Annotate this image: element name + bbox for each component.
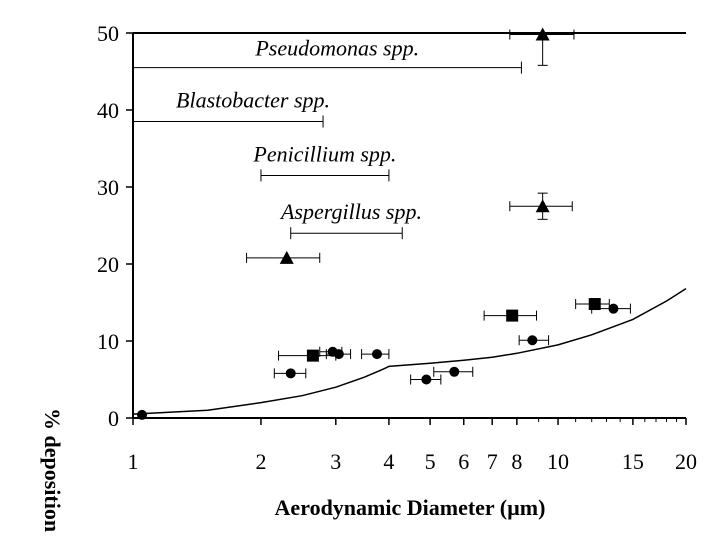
x-axis-title: Aerodynamic Diameter (µm) bbox=[275, 495, 546, 520]
circle-point bbox=[608, 303, 619, 314]
triangle-point bbox=[535, 199, 550, 213]
x-tick-label: 6 bbox=[458, 449, 469, 474]
triangle-point bbox=[279, 250, 294, 264]
size-range-label: Blastobacter spp. bbox=[176, 88, 330, 113]
y-tick-label: 0 bbox=[108, 406, 119, 431]
circle-point bbox=[285, 368, 296, 379]
x-tick-label: 5 bbox=[425, 449, 436, 474]
x-tick-label: 2 bbox=[255, 449, 266, 474]
circle-point bbox=[137, 409, 148, 420]
size-range-label: Aspergillus spp. bbox=[279, 199, 422, 224]
x-tick-label: 4 bbox=[383, 449, 394, 474]
y-tick-label: 50 bbox=[97, 21, 119, 46]
deposition-curve bbox=[132, 287, 687, 415]
x-tick-label: 3 bbox=[330, 449, 341, 474]
x-tick-label: 10 bbox=[547, 449, 569, 474]
square-point bbox=[588, 298, 601, 311]
x-tick-label: 20 bbox=[675, 449, 697, 474]
square-point bbox=[306, 349, 319, 362]
x-tick-label: 7 bbox=[487, 449, 498, 474]
y-tick-label: 10 bbox=[97, 329, 119, 354]
size-ranges-layer bbox=[132, 61, 522, 240]
data-points-layer bbox=[137, 27, 631, 420]
y-axis-title: % deposition bbox=[40, 408, 65, 532]
x-tick-label: 1 bbox=[128, 449, 139, 474]
labels-layer: Pseudomonas spp. Blastobacter spp. Penicil… bbox=[176, 36, 422, 225]
y-tick-label: 40 bbox=[97, 98, 119, 123]
circle-point bbox=[421, 374, 432, 385]
deposition-curve-layer bbox=[132, 287, 687, 415]
circle-point bbox=[449, 366, 460, 377]
circle-point bbox=[333, 349, 344, 360]
x-tick-label: 15 bbox=[622, 449, 644, 474]
square-point bbox=[506, 309, 519, 322]
circle-point bbox=[527, 335, 538, 346]
size-range-label: Pseudomonas spp. bbox=[254, 36, 419, 61]
axes: 0 10 20 30 40 50 1 2 3 4 5 6 7 8 10 15 20 Aerodynamic Dia… bbox=[40, 21, 697, 532]
triangle-point bbox=[535, 27, 550, 41]
size-range-label: Penicillium spp. bbox=[252, 141, 396, 166]
x-tick-label: 8 bbox=[511, 449, 522, 474]
circle-point bbox=[371, 349, 382, 360]
y-tick-label: 30 bbox=[97, 175, 119, 200]
y-tick-label: 20 bbox=[97, 252, 119, 277]
